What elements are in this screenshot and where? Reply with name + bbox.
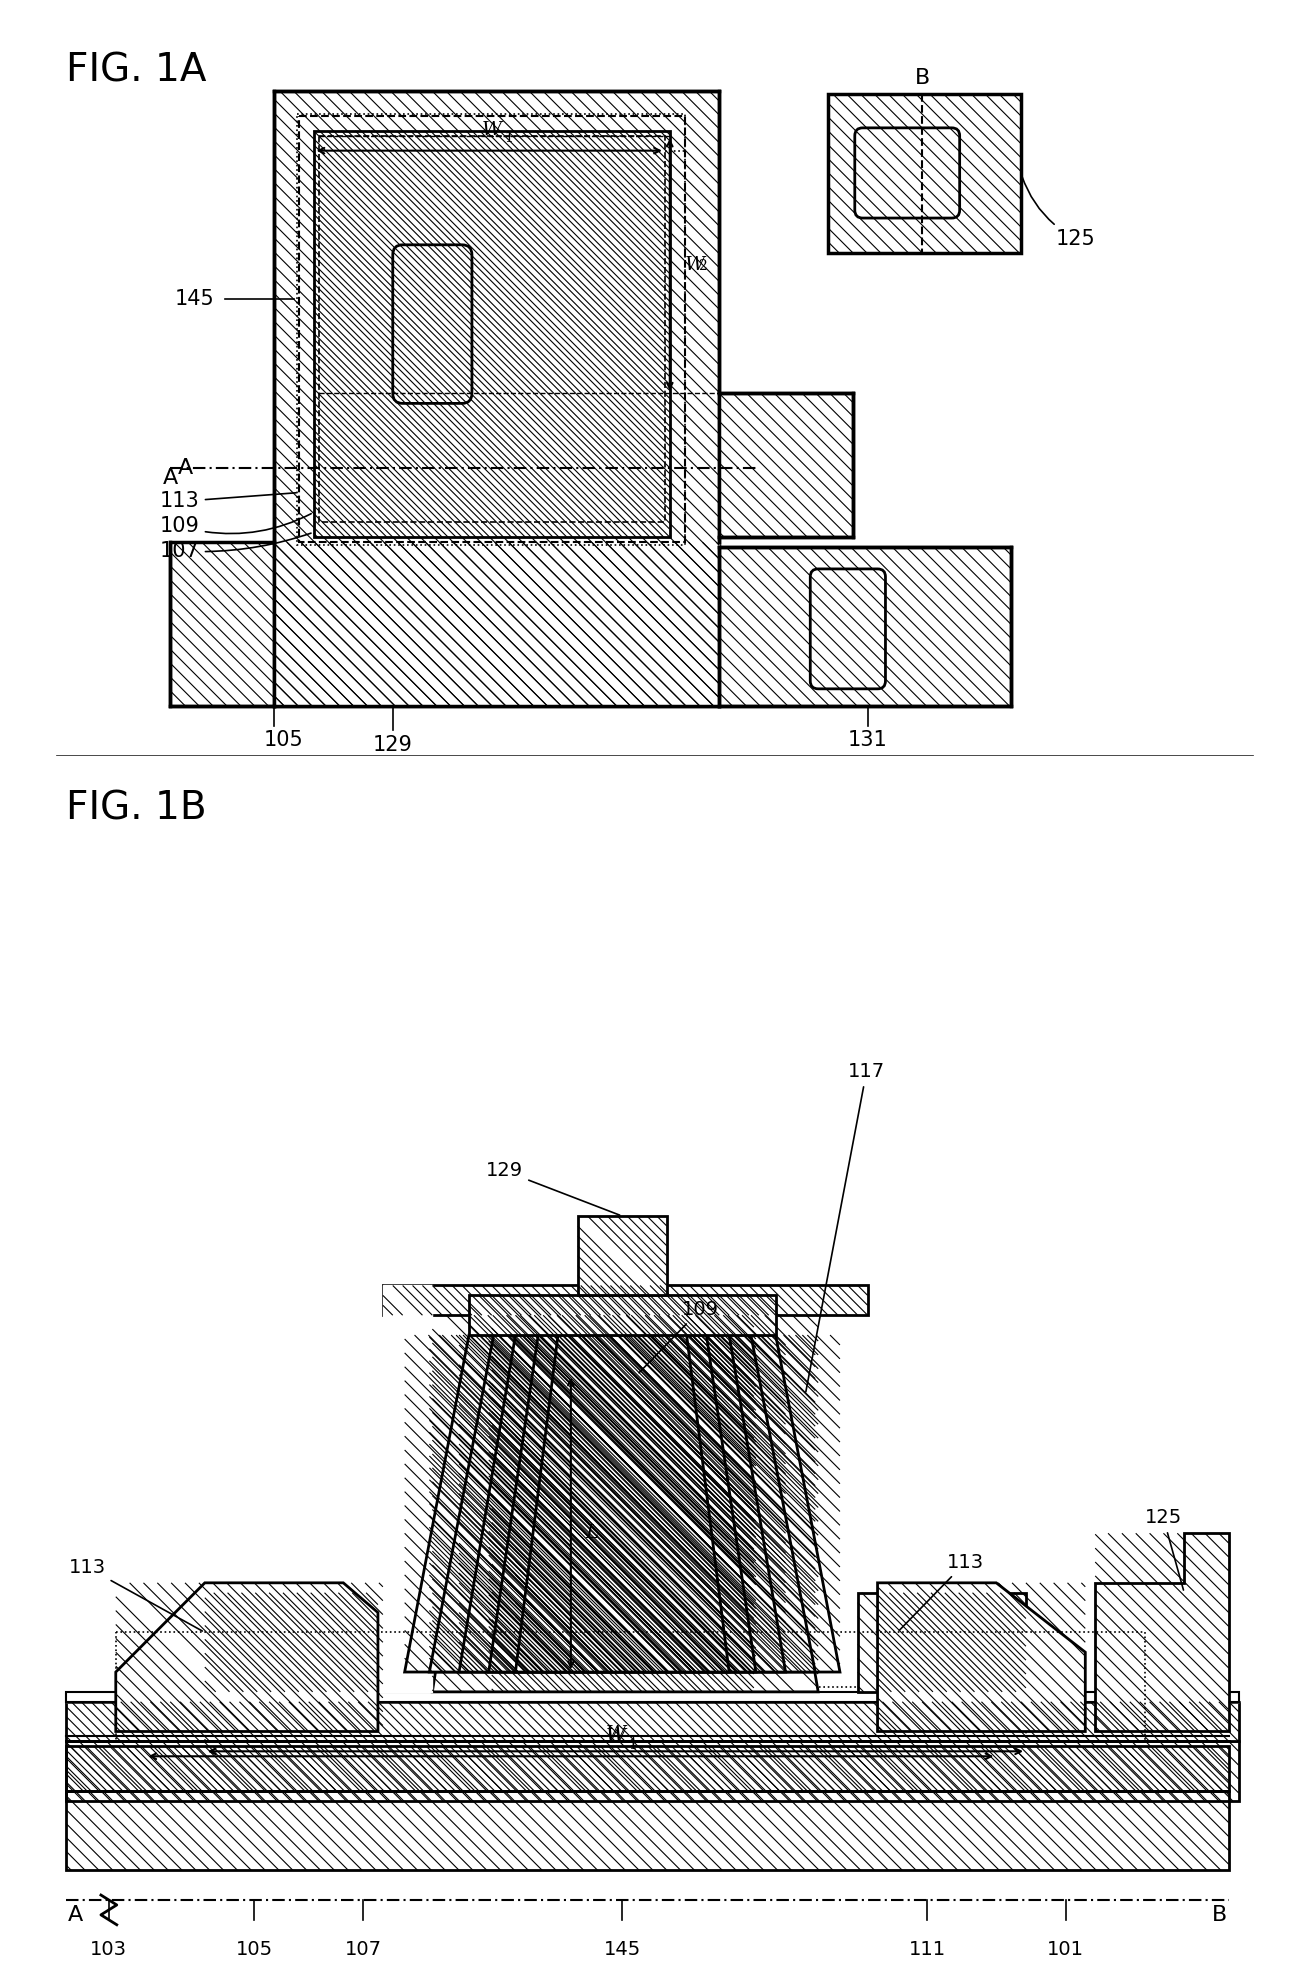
Polygon shape — [858, 1592, 1026, 1692]
Text: 125: 125 — [1145, 1509, 1183, 1590]
Text: 101: 101 — [1046, 1940, 1084, 1958]
Bar — [858, 1592, 1026, 1692]
Polygon shape — [516, 1336, 729, 1673]
Polygon shape — [343, 1286, 433, 1692]
Polygon shape — [429, 1336, 815, 1673]
Text: W: W — [685, 256, 705, 274]
Polygon shape — [205, 1592, 378, 1692]
Text: FIG. 1A: FIG. 1A — [66, 51, 207, 89]
Text: 1: 1 — [628, 1736, 637, 1749]
Text: FIG. 1B: FIG. 1B — [66, 790, 207, 827]
Polygon shape — [491, 1316, 754, 1692]
Bar — [66, 1692, 1239, 1702]
Bar — [170, 542, 274, 705]
Text: 1: 1 — [504, 130, 514, 144]
Bar — [313, 130, 670, 538]
Bar — [469, 1296, 776, 1336]
Text: 107: 107 — [160, 534, 311, 561]
Polygon shape — [66, 1702, 1239, 1741]
Text: 105: 105 — [264, 731, 304, 751]
Bar — [384, 1286, 867, 1316]
Polygon shape — [274, 91, 719, 705]
Polygon shape — [433, 1316, 818, 1692]
Polygon shape — [719, 548, 1011, 705]
Polygon shape — [116, 1582, 378, 1732]
Text: 117: 117 — [806, 1062, 885, 1391]
Bar — [66, 1791, 1228, 1870]
Bar — [577, 1215, 667, 1296]
Bar — [66, 1702, 1239, 1741]
Polygon shape — [313, 130, 670, 538]
Polygon shape — [878, 1582, 1086, 1732]
Text: A: A — [69, 1905, 83, 1925]
Text: 145: 145 — [176, 290, 214, 309]
Polygon shape — [489, 1336, 755, 1673]
Bar — [66, 1741, 1239, 1801]
Polygon shape — [469, 1296, 776, 1336]
Polygon shape — [577, 1215, 667, 1296]
Text: 111: 111 — [909, 1940, 945, 1958]
Polygon shape — [828, 95, 1020, 252]
Polygon shape — [433, 1316, 818, 1692]
Text: 113: 113 — [900, 1552, 984, 1631]
FancyBboxPatch shape — [393, 244, 472, 404]
Text: 107: 107 — [344, 1940, 382, 1958]
Bar — [274, 91, 719, 705]
Text: A: A — [162, 467, 178, 489]
Text: 2: 2 — [698, 258, 707, 272]
Text: 145: 145 — [603, 1940, 641, 1958]
Text: B: B — [1212, 1905, 1227, 1925]
Bar — [719, 394, 853, 538]
Text: W: W — [606, 1728, 625, 1745]
Text: 113: 113 — [69, 1558, 203, 1631]
Polygon shape — [170, 542, 274, 705]
Bar — [66, 1745, 1228, 1791]
Text: 109: 109 — [160, 514, 311, 536]
Text: 103: 103 — [90, 1940, 127, 1958]
Polygon shape — [66, 1741, 1239, 1801]
Bar — [299, 116, 685, 542]
Text: 131: 131 — [848, 731, 888, 751]
Bar — [116, 1633, 1145, 1741]
Text: 125: 125 — [1022, 175, 1096, 248]
Polygon shape — [1095, 1533, 1228, 1732]
Bar — [828, 95, 1020, 252]
Bar — [719, 548, 1011, 705]
Bar — [205, 1686, 1026, 1741]
Text: A: A — [178, 457, 194, 479]
Polygon shape — [719, 394, 853, 538]
Polygon shape — [384, 1286, 867, 1316]
Text: W: W — [482, 120, 502, 138]
Text: 105: 105 — [235, 1940, 273, 1958]
Polygon shape — [66, 1692, 1239, 1702]
Text: 129: 129 — [486, 1162, 620, 1215]
Text: 113: 113 — [160, 491, 296, 512]
Polygon shape — [404, 1336, 840, 1673]
Bar — [318, 136, 664, 522]
Text: B: B — [914, 69, 930, 89]
Text: L: L — [586, 1525, 599, 1543]
FancyBboxPatch shape — [855, 128, 959, 219]
Text: 129: 129 — [373, 735, 412, 755]
Polygon shape — [459, 1336, 785, 1673]
Text: W: W — [606, 1726, 625, 1743]
Text: 1: 1 — [628, 1738, 637, 1751]
Polygon shape — [274, 542, 719, 705]
Bar — [205, 1592, 378, 1692]
FancyBboxPatch shape — [810, 569, 885, 689]
Text: 109: 109 — [640, 1300, 719, 1373]
Bar — [296, 114, 685, 546]
